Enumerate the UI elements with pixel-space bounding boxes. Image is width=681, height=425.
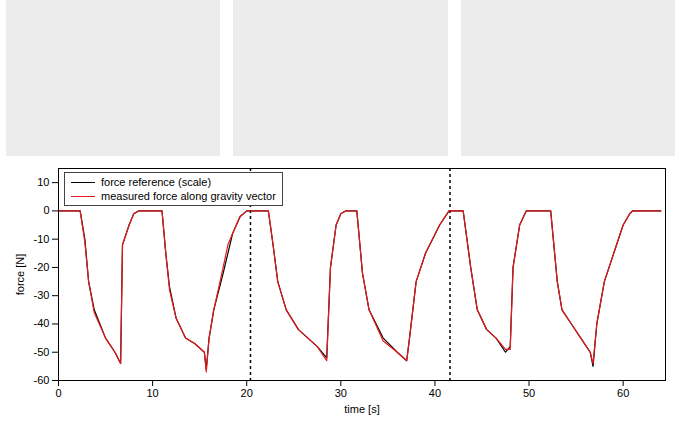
svg-text:-30: -30 xyxy=(34,289,50,301)
svg-text:10: 10 xyxy=(146,387,158,399)
svg-text:50: 50 xyxy=(523,387,535,399)
svg-text:-60: -60 xyxy=(34,374,50,386)
svg-text:0: 0 xyxy=(55,387,61,399)
svg-text:time [s]: time [s] xyxy=(344,403,379,415)
svg-text:force [N]: force [N] xyxy=(14,254,26,296)
html-text:force reference (scale): force reference (scale) xyxy=(101,176,211,188)
svg-text:-20: -20 xyxy=(34,261,50,273)
svg-text:20: 20 xyxy=(241,387,253,399)
svg-text:10: 10 xyxy=(37,176,49,188)
svg-text:40: 40 xyxy=(429,387,441,399)
svg-text:-50: -50 xyxy=(34,346,50,358)
svg-text:60: 60 xyxy=(617,387,629,399)
html-text:measured force along gravity v: measured force along gravity vector xyxy=(101,190,276,202)
svg-text:30: 30 xyxy=(335,387,347,399)
svg-text:-40: -40 xyxy=(34,317,50,329)
svg-text:-10: -10 xyxy=(34,233,50,245)
svg-text:0: 0 xyxy=(43,204,49,216)
